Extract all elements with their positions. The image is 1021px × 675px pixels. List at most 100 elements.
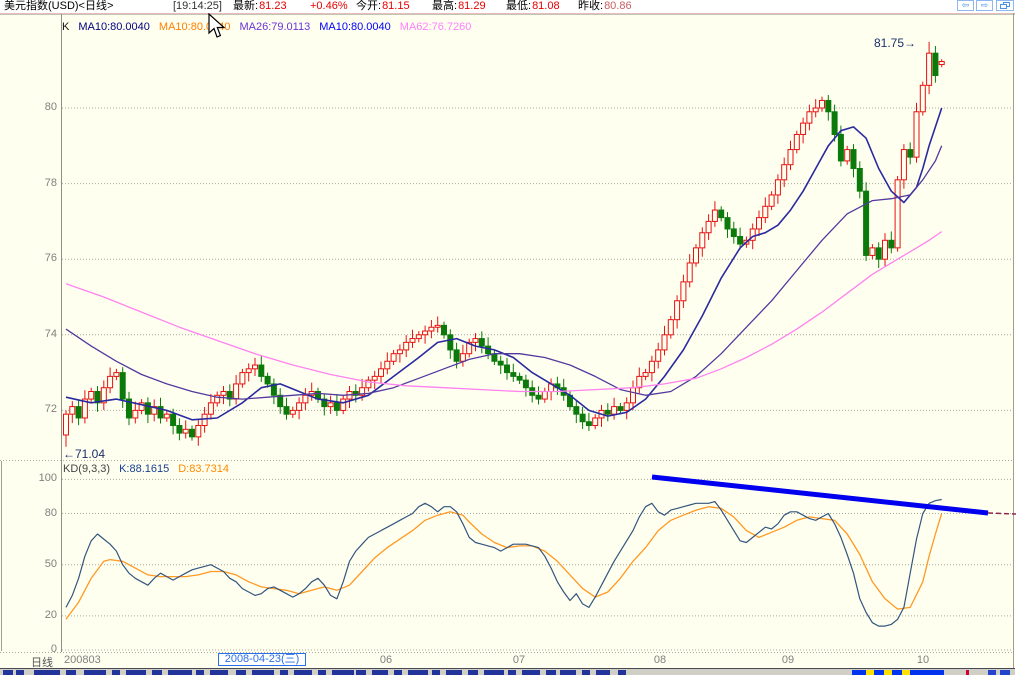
candle-body	[516, 375, 523, 381]
ticker-strip-fragment	[618, 670, 626, 675]
candle-body	[384, 360, 391, 370]
kd-axis-label: 0	[50, 643, 57, 655]
ma-line-ma10	[65, 107, 943, 421]
candle-body	[800, 122, 807, 135]
candle-body	[730, 228, 737, 238]
candle-body	[623, 402, 630, 411]
candle-body	[69, 406, 76, 415]
candle-body	[239, 372, 246, 385]
candle-body	[913, 111, 920, 158]
candle-body	[680, 281, 687, 302]
candle-body	[81, 398, 88, 419]
ticker-strip-fragment	[372, 670, 388, 675]
candle-body	[856, 167, 863, 192]
ticker-strip-fragment	[112, 670, 120, 675]
candle-body	[938, 61, 945, 66]
candle-body	[409, 338, 416, 343]
candle-body	[926, 52, 933, 86]
candle-body	[617, 406, 624, 411]
candle-body	[781, 164, 788, 181]
candle-body	[214, 394, 221, 404]
ticker-strip-fragment	[84, 670, 106, 675]
candle-body	[63, 413, 69, 436]
candle-body	[825, 99, 832, 113]
candle-body	[737, 236, 744, 245]
ticker-strip-fragment	[408, 670, 428, 675]
candle-body	[850, 149, 857, 169]
kd-axis-label: 80	[44, 506, 57, 519]
candle-body	[390, 353, 397, 362]
candle-body	[333, 402, 340, 411]
candle-body	[428, 326, 435, 332]
open-price-field: 今开:81.15	[356, 0, 410, 12]
candle-body	[787, 149, 794, 166]
forward-button[interactable]: ⇨	[976, 0, 993, 11]
candle-body	[711, 209, 718, 222]
candle-body	[541, 391, 548, 400]
candle-body	[693, 247, 699, 264]
kd-d-line	[65, 506, 943, 620]
trendline	[651, 474, 989, 516]
candle-body	[277, 394, 284, 408]
candle-body	[579, 413, 586, 423]
ticker-strip-fragment	[988, 670, 996, 675]
ticker-strip-fragment	[966, 670, 969, 675]
ticker-strip-fragment	[356, 670, 366, 675]
ticker-strip-fragment	[252, 670, 274, 675]
candle-body	[403, 341, 410, 351]
price-axis-label: 80	[44, 101, 57, 113]
candle-body	[441, 324, 447, 336]
candle-body	[226, 391, 233, 400]
restore-button[interactable]	[996, 0, 1014, 11]
candle-body	[157, 406, 164, 419]
ticker-strip-fragment	[1000, 670, 1010, 675]
candle-body	[630, 387, 636, 404]
restore-icon	[997, 1, 1013, 10]
candle-body	[686, 262, 693, 283]
candle-body	[422, 330, 429, 336]
candle-body	[504, 364, 510, 374]
ma-indicator-row: K MA10:80.0040 MA10:80.0040 MA26:79.0113 MA1…	[62, 21, 480, 33]
ticker-strip-fragment	[152, 670, 162, 675]
candle-body	[88, 391, 95, 400]
candle-body	[875, 247, 882, 260]
candle-body	[510, 372, 517, 377]
candle-body	[359, 387, 366, 396]
candle-body	[472, 338, 479, 343]
candle-body	[113, 372, 120, 377]
candle-body	[907, 149, 914, 158]
candle-body	[220, 391, 227, 396]
price-axis-label: 74	[44, 327, 57, 340]
candle-body	[447, 334, 454, 351]
ticker-strip-fragment	[126, 670, 146, 675]
mouse-cursor	[208, 13, 226, 38]
back-button[interactable]: ⇦	[957, 0, 974, 11]
date-box: 2008-04-23(三)	[218, 653, 306, 666]
ma-line-ma26	[65, 145, 943, 400]
candle-body	[144, 402, 151, 415]
candle-body	[844, 149, 851, 162]
low-annotation: ←71.04	[63, 447, 106, 461]
candle-body	[340, 398, 347, 411]
ticker-strip-fragment	[34, 670, 60, 675]
candle-body	[94, 391, 101, 404]
candle-body	[611, 406, 618, 415]
candle-body	[302, 394, 309, 404]
bottom-bar: 日线 2008-04-23(三) 200803 06 07 08 09 10	[0, 652, 1015, 669]
candle-body	[270, 383, 277, 396]
candle-body	[138, 402, 145, 411]
candle-body	[434, 324, 441, 328]
ticker-strip-fragment	[3, 670, 13, 675]
ticker-strip-fragment	[294, 670, 312, 675]
candle-body	[756, 217, 762, 230]
ticker-strip-fragment	[866, 670, 874, 675]
ma-label-4: MA10:80.0040	[319, 21, 391, 33]
ticker-strip-fragment	[318, 670, 326, 675]
ma-label-1: MA10:80.0040	[78, 21, 150, 33]
ticker-strip-fragment	[168, 670, 192, 675]
candle-body	[415, 334, 422, 340]
candle-body	[245, 368, 252, 374]
candle-body	[674, 300, 681, 321]
